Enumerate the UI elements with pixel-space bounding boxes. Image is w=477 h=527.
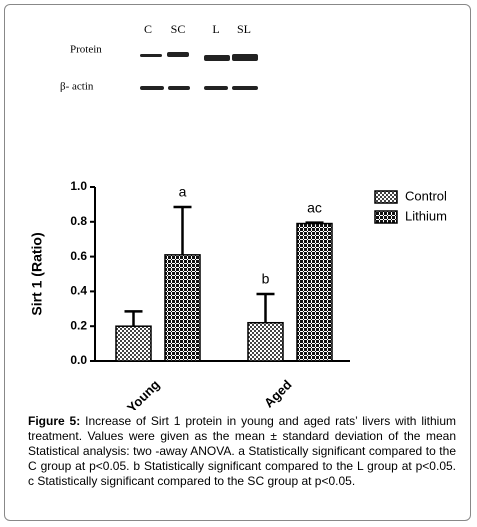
y-tick-label: 0.2 bbox=[70, 318, 87, 332]
x-tick-label: Aged bbox=[261, 377, 295, 410]
bar bbox=[296, 222, 333, 362]
legend-label: Lithium bbox=[405, 208, 447, 223]
lane-label: SL bbox=[237, 22, 251, 36]
error-bar bbox=[173, 205, 192, 255]
bar bbox=[247, 321, 284, 362]
error-bar bbox=[305, 221, 324, 224]
y-tick-label: 1.0 bbox=[70, 179, 87, 193]
caption-text: Increase of Sirt 1 protein in young and … bbox=[28, 414, 457, 488]
blot-row-label: β- actin bbox=[60, 81, 94, 93]
lane-label: L bbox=[212, 22, 219, 36]
x-tick-label: Young bbox=[124, 377, 163, 410]
blot-row-label: Protein bbox=[70, 44, 102, 56]
significance-label: b bbox=[262, 271, 270, 287]
bar bbox=[115, 325, 152, 362]
figure-caption: Figure 5: Increase of Sirt 1 protein in … bbox=[28, 414, 456, 489]
y-tick-label: 0.8 bbox=[70, 214, 87, 228]
y-axis-label: Sirt 1 (Ratio) bbox=[29, 232, 45, 315]
blot-bands bbox=[140, 52, 258, 90]
figure: C SC L SL Protein β- actin Sirt 1 (Ratio… bbox=[29, 22, 447, 410]
y-tick-label: 0.6 bbox=[70, 249, 87, 263]
y-tick-label: 0.0 bbox=[70, 353, 87, 367]
legend-swatch bbox=[374, 210, 398, 224]
legend-swatch bbox=[374, 190, 398, 204]
figure-frame bbox=[4, 4, 471, 521]
error-bar bbox=[256, 292, 275, 323]
lane-label: SC bbox=[171, 22, 186, 36]
bar bbox=[164, 254, 201, 362]
bar-chart: Sirt 1 (Ratio) 0.0 0.2 0.4 0.6 0.8 1.0 Young a A… bbox=[29, 179, 447, 410]
lane-label: C bbox=[144, 22, 152, 36]
error-bar bbox=[124, 310, 143, 327]
significance-label: ac bbox=[307, 199, 322, 215]
significance-label: a bbox=[179, 184, 187, 200]
caption-label: Figure 5: bbox=[28, 414, 81, 428]
legend-label: Control bbox=[405, 188, 447, 203]
y-tick-label: 0.4 bbox=[70, 284, 87, 298]
